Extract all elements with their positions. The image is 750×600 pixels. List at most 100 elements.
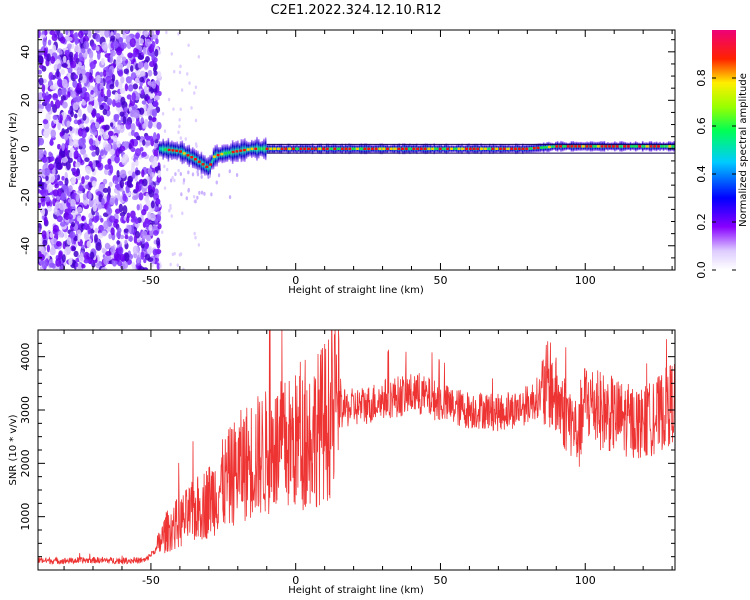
ridge-peak (498, 147, 502, 150)
noise-speckle (136, 204, 140, 211)
noise-speckle (52, 114, 58, 120)
ridge-peak (194, 158, 198, 161)
noise-speckle (95, 122, 100, 129)
noise-speckle (72, 102, 79, 111)
noise-speckle (70, 110, 74, 118)
noise-speckle (153, 230, 159, 236)
noise-speckle (70, 90, 77, 98)
noise-speckle (119, 169, 127, 179)
y-tick-label: 40 (19, 45, 32, 59)
noise-speckle (73, 113, 78, 119)
noise-speckle (95, 242, 102, 251)
noise-speckle (178, 117, 181, 122)
noise-speckle (48, 151, 52, 157)
x-tick-label: 100 (575, 574, 596, 587)
noise-speckle (179, 252, 183, 256)
ridge-peak (167, 148, 171, 152)
noise-speckle (40, 196, 44, 203)
noise-speckle (75, 194, 80, 203)
noise-speckle (64, 177, 69, 186)
noise-speckle (215, 180, 218, 185)
noise-speckle (116, 170, 120, 178)
ridge-peak (397, 147, 401, 150)
noise-speckle (147, 167, 153, 175)
noise-speckle (153, 142, 159, 149)
noise-speckle (46, 206, 52, 212)
noise-speckle (76, 229, 82, 236)
noise-speckle (70, 199, 76, 207)
noise-speckle (153, 70, 158, 76)
ridge-peak (276, 147, 280, 150)
noise-speckle (62, 101, 68, 109)
ridge-peak (555, 145, 559, 148)
noise-speckle (194, 85, 198, 90)
ridge-peak (175, 149, 179, 153)
x-tick-label: 50 (433, 574, 447, 587)
y-tick-label: 4000 (19, 343, 32, 371)
noise-speckle (55, 258, 62, 267)
noise-speckle (38, 227, 42, 234)
noise-speckle (129, 139, 135, 149)
noise-speckle (145, 234, 152, 242)
noise-speckle (130, 129, 135, 136)
colorbar-tick-label: 0.8 (695, 69, 708, 87)
x-tick-label: 0 (292, 574, 299, 587)
y-tick-label: 20 (19, 93, 32, 107)
noise-speckle (81, 215, 85, 222)
figure-title: C2E1.2022.324.12.10.R12 (270, 3, 441, 18)
spectrogram-y-ticks: -40 -20 0 20 40 (19, 39, 675, 271)
noise-speckle (157, 90, 162, 97)
noise-speckle (49, 247, 56, 256)
noise-speckle (147, 69, 153, 77)
ridge-peak (163, 148, 167, 151)
noise-speckle (138, 192, 144, 201)
noise-speckle (110, 227, 115, 236)
noise-speckle (135, 118, 140, 127)
noise-speckle (132, 195, 139, 201)
noise-speckle (83, 40, 90, 50)
noise-speckle (61, 156, 68, 163)
ridge-peak (419, 147, 423, 150)
noise-speckle (144, 135, 151, 141)
noise-speckle (45, 103, 52, 112)
ridge-peak (570, 145, 574, 148)
noise-speckle (61, 78, 68, 88)
ridge-peak (649, 145, 653, 148)
noise-speckle (125, 30, 129, 34)
noise-speckle (85, 165, 92, 174)
noise-speckle (186, 72, 189, 76)
noise-speckle (169, 262, 172, 267)
noise-speckle (180, 192, 183, 197)
ridge-peak (171, 149, 175, 152)
ridge-peak (446, 147, 450, 150)
ridge-peak (626, 145, 630, 148)
noise-speckle (123, 228, 129, 233)
ridge-band-segment (584, 142, 587, 151)
noise-speckle (158, 203, 161, 208)
noise-speckle (114, 179, 119, 185)
noise-speckle (177, 130, 180, 135)
ridge-peak (284, 147, 288, 150)
noise-speckle (77, 30, 84, 39)
ridge-peak (378, 147, 382, 150)
noise-speckle (123, 106, 128, 113)
noise-speckle (88, 160, 93, 168)
y-tick-label: 2000 (19, 449, 32, 477)
noise-speckle (142, 178, 148, 187)
noise-speckle (57, 188, 62, 197)
ridge-peak (258, 147, 262, 150)
ridge-band-segment (209, 154, 211, 177)
noise-speckle (179, 172, 183, 177)
ridge-band-segment (249, 141, 251, 157)
ridge-peak (209, 163, 213, 166)
noise-speckle (52, 92, 59, 101)
noise-speckle (87, 30, 92, 39)
noise-speckle (173, 178, 176, 183)
noise-speckle (115, 102, 122, 108)
ridge-peak (600, 145, 604, 148)
noise-speckle (43, 47, 47, 57)
noise-speckle (81, 263, 86, 269)
ridge-peak (220, 152, 224, 156)
noise-speckle (145, 141, 152, 146)
y-tick-label: -40 (19, 237, 32, 255)
